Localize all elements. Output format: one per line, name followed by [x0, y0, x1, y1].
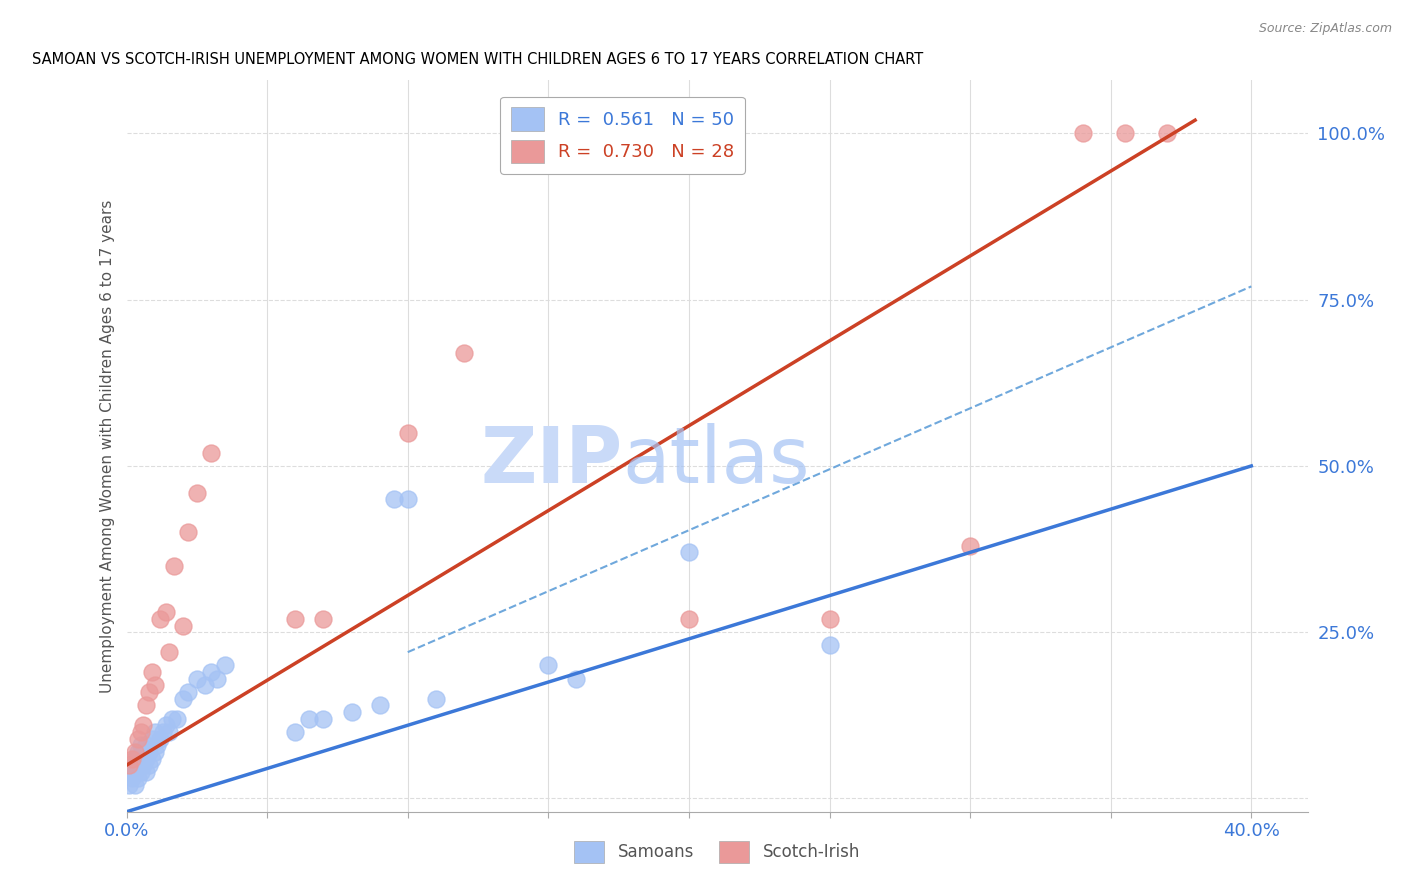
Point — [149, 612, 172, 626]
Point — [135, 738, 157, 752]
Point — [177, 525, 200, 540]
Point — [959, 539, 981, 553]
Point — [143, 678, 166, 692]
Legend: Samoans, Scotch-Irish: Samoans, Scotch-Irish — [568, 835, 866, 869]
Point — [129, 764, 152, 779]
Point — [200, 665, 222, 679]
Y-axis label: Unemployment Among Women with Children Ages 6 to 17 years: Unemployment Among Women with Children A… — [100, 199, 115, 693]
Point — [453, 346, 475, 360]
Point — [127, 745, 149, 759]
Point — [149, 731, 172, 746]
Point — [121, 751, 143, 765]
Text: SAMOAN VS SCOTCH-IRISH UNEMPLOYMENT AMONG WOMEN WITH CHILDREN AGES 6 TO 17 YEARS: SAMOAN VS SCOTCH-IRISH UNEMPLOYMENT AMON… — [32, 52, 924, 67]
Point — [678, 545, 700, 559]
Text: Source: ZipAtlas.com: Source: ZipAtlas.com — [1258, 22, 1392, 36]
Point — [157, 725, 180, 739]
Point — [135, 751, 157, 765]
Point — [163, 558, 186, 573]
Text: ZIP: ZIP — [481, 423, 623, 499]
Point — [135, 764, 157, 779]
Point — [146, 738, 169, 752]
Point — [157, 645, 180, 659]
Point — [127, 772, 149, 786]
Point — [135, 698, 157, 713]
Point — [565, 672, 588, 686]
Point — [138, 685, 160, 699]
Point — [152, 725, 174, 739]
Point — [818, 612, 841, 626]
Point — [124, 745, 146, 759]
Point — [124, 778, 146, 792]
Point — [129, 725, 152, 739]
Point — [1114, 127, 1136, 141]
Point — [186, 672, 208, 686]
Point — [678, 612, 700, 626]
Point — [129, 738, 152, 752]
Point — [124, 751, 146, 765]
Text: atlas: atlas — [623, 423, 810, 499]
Point — [166, 712, 188, 726]
Point — [155, 718, 177, 732]
Point — [537, 658, 560, 673]
Point — [284, 612, 307, 626]
Point — [186, 485, 208, 500]
Point — [425, 691, 447, 706]
Point — [127, 731, 149, 746]
Point — [1156, 127, 1178, 141]
Point — [172, 691, 194, 706]
Point — [298, 712, 321, 726]
Point — [284, 725, 307, 739]
Point — [396, 492, 419, 507]
Point — [132, 745, 155, 759]
Point — [1071, 127, 1094, 141]
Point — [118, 778, 141, 792]
Point — [205, 672, 228, 686]
Point — [138, 745, 160, 759]
Point — [129, 751, 152, 765]
Point — [214, 658, 236, 673]
Point — [118, 764, 141, 779]
Point — [155, 605, 177, 619]
Point — [396, 425, 419, 440]
Point — [143, 745, 166, 759]
Point — [200, 445, 222, 459]
Point — [382, 492, 405, 507]
Point — [177, 685, 200, 699]
Point — [121, 758, 143, 772]
Point — [118, 758, 141, 772]
Point — [141, 751, 163, 765]
Point — [160, 712, 183, 726]
Point — [141, 665, 163, 679]
Point — [340, 705, 363, 719]
Point — [141, 731, 163, 746]
Point — [818, 639, 841, 653]
Point — [312, 712, 335, 726]
Point — [124, 764, 146, 779]
Point — [312, 612, 335, 626]
Point — [368, 698, 391, 713]
Point — [121, 772, 143, 786]
Point — [132, 758, 155, 772]
Point — [143, 725, 166, 739]
Point — [194, 678, 217, 692]
Point — [172, 618, 194, 632]
Point — [132, 718, 155, 732]
Point — [127, 758, 149, 772]
Point — [138, 758, 160, 772]
